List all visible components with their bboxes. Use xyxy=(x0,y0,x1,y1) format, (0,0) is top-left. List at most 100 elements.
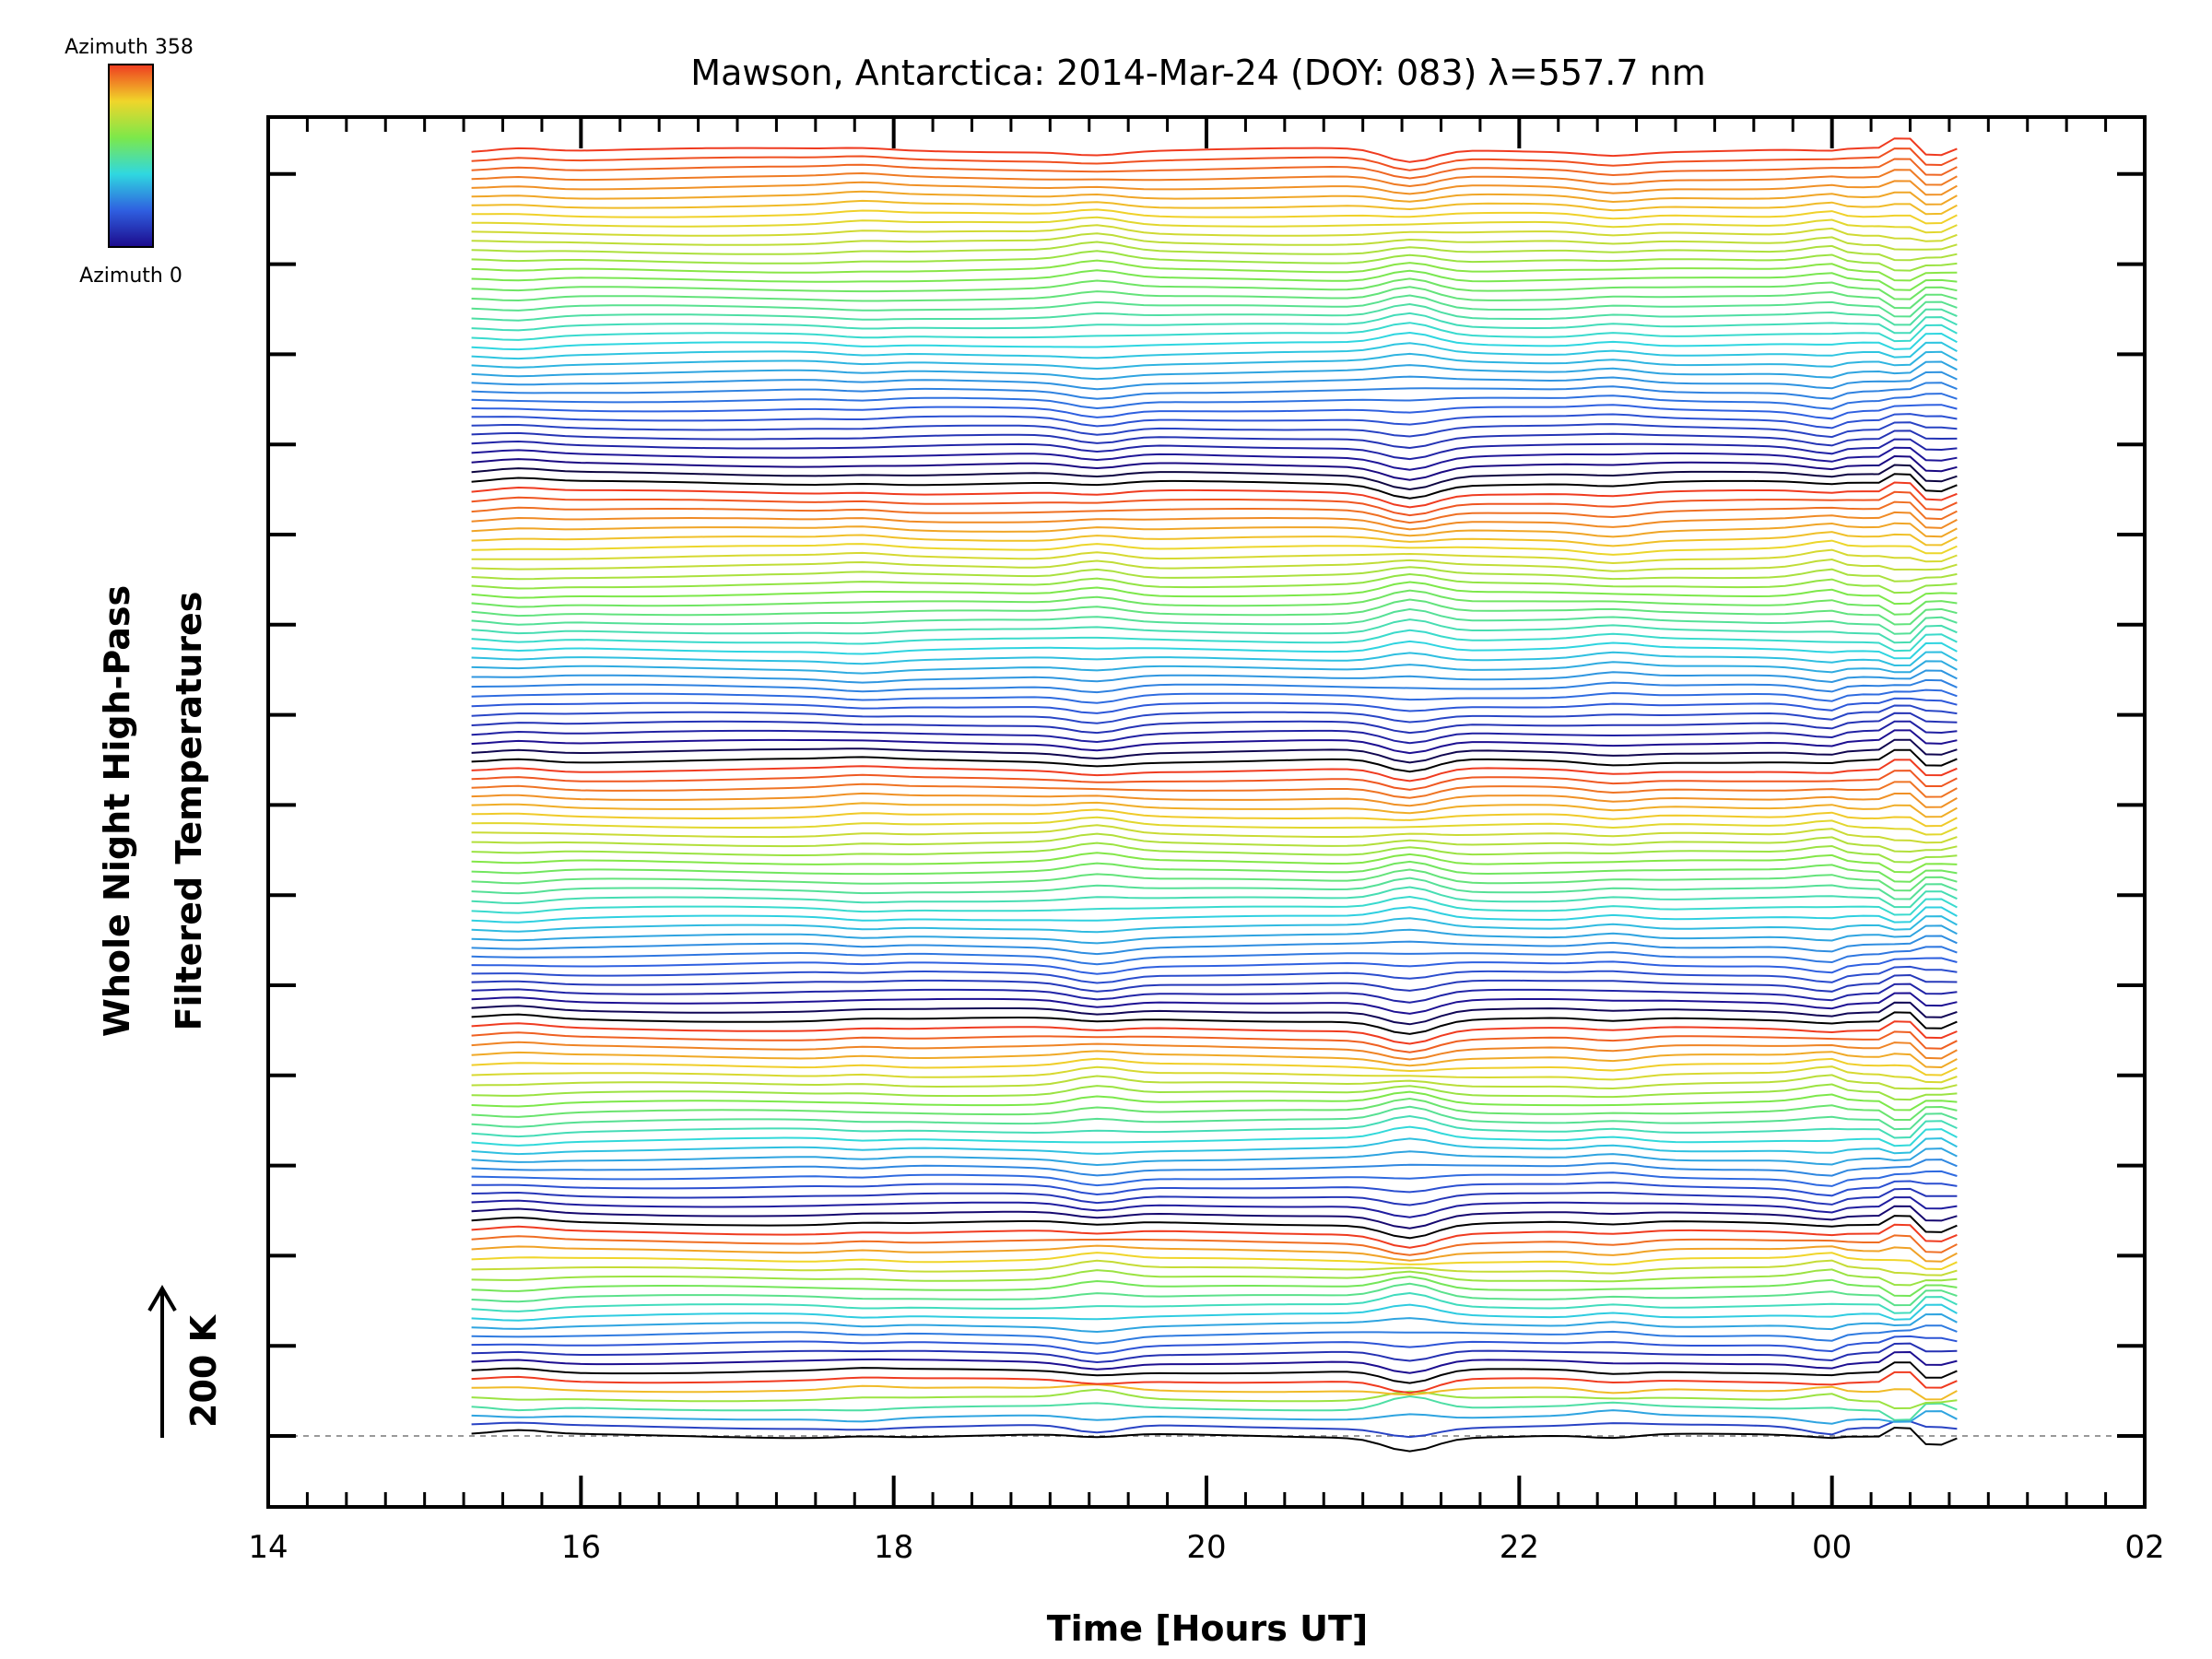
series-line xyxy=(471,464,1958,491)
series-line xyxy=(471,886,1958,909)
series-line xyxy=(471,915,1958,934)
x-tick-label: 16 xyxy=(561,1529,601,1566)
series-line xyxy=(471,704,1958,724)
series-line xyxy=(471,1335,1958,1355)
series-line xyxy=(471,137,1958,163)
series-line xyxy=(471,598,1958,626)
series-line xyxy=(471,1159,1958,1177)
scale-arrow-head xyxy=(147,1285,177,1312)
series-line xyxy=(471,946,1958,966)
series-line xyxy=(471,1125,1958,1147)
series-line xyxy=(471,1090,1958,1112)
series-line xyxy=(471,1383,1958,1401)
series-line xyxy=(471,429,1958,450)
series-line xyxy=(471,581,1958,606)
series-line xyxy=(471,413,1958,429)
series-line xyxy=(471,490,1958,517)
series-line xyxy=(471,1205,1958,1230)
series-line xyxy=(471,1097,1958,1121)
series-line xyxy=(471,232,1958,251)
series-line xyxy=(471,935,1958,956)
series-line xyxy=(471,382,1958,400)
scale-bar: 200 K xyxy=(147,1285,224,1438)
series-line xyxy=(471,322,1958,343)
series-line xyxy=(471,446,1958,471)
series-line xyxy=(471,1114,1958,1139)
x-tick-label: 20 xyxy=(1186,1529,1226,1566)
x-tick-label: 18 xyxy=(874,1529,913,1566)
series-line xyxy=(471,1291,1958,1314)
scale-bar-label: 200 K xyxy=(183,1313,224,1428)
series-line xyxy=(471,860,1958,883)
series-line xyxy=(471,868,1958,892)
series-line xyxy=(471,589,1958,616)
series-line xyxy=(471,660,1958,675)
series-line xyxy=(471,1041,1958,1061)
series-line xyxy=(471,1011,1958,1035)
series-line xyxy=(471,269,1958,291)
series-line xyxy=(471,1268,1958,1287)
series-line xyxy=(471,1001,1958,1026)
colorbar-top-label: Azimuth 358 xyxy=(65,36,194,59)
series-line xyxy=(471,500,1958,524)
series-line xyxy=(471,957,1958,975)
series-line xyxy=(471,1050,1958,1069)
series-line xyxy=(471,697,1958,714)
series-line xyxy=(471,816,1958,836)
x-tick-group: 14 16 18 20 22 00 02 xyxy=(248,117,2165,1566)
series-line xyxy=(471,1105,1958,1131)
series-line xyxy=(471,1030,1958,1053)
series-line xyxy=(471,1057,1958,1077)
series-line xyxy=(471,277,1958,300)
series-line xyxy=(471,712,1958,735)
series-line xyxy=(471,792,1958,808)
series-line xyxy=(471,259,1958,282)
series-line xyxy=(471,371,1958,391)
series-line xyxy=(471,1234,1958,1256)
series-line xyxy=(471,1361,1958,1384)
series-line xyxy=(471,241,1958,262)
series-line xyxy=(471,1350,1958,1374)
series-line xyxy=(471,360,1958,381)
y-axis-label-line1: Whole Night High-Pass xyxy=(97,585,137,1037)
series-line xyxy=(471,1252,1958,1271)
series-line xyxy=(471,1324,1958,1345)
series-line xyxy=(471,294,1958,318)
series-line xyxy=(471,640,1958,660)
series-line xyxy=(471,1426,1958,1453)
series-line xyxy=(471,531,1958,547)
series-line xyxy=(471,1223,1958,1249)
series-line xyxy=(471,1083,1958,1101)
series-line xyxy=(471,1342,1958,1364)
series-line xyxy=(471,1420,1958,1439)
series-line xyxy=(471,1409,1958,1425)
series-line xyxy=(471,566,1958,582)
series-line xyxy=(471,199,1958,216)
series-line xyxy=(471,393,1958,410)
series-line xyxy=(471,678,1958,694)
series-line xyxy=(471,669,1958,684)
series-line xyxy=(471,341,1958,360)
series-line xyxy=(471,522,1958,538)
series-line xyxy=(471,895,1958,916)
series-line xyxy=(471,992,1958,1015)
series-line xyxy=(471,312,1958,335)
series-line xyxy=(471,852,1958,874)
y-tick-group xyxy=(268,171,2145,1438)
series-line xyxy=(471,190,1958,206)
series-line xyxy=(471,738,1958,764)
chart-title: Mawson, Antarctica: 2014-Mar-24 (DOY: 08… xyxy=(690,53,1705,93)
series-line xyxy=(471,180,1958,196)
series-line xyxy=(471,906,1958,924)
series-line xyxy=(471,982,1958,1004)
series-line xyxy=(471,558,1958,572)
trace-group xyxy=(471,137,1958,1453)
series-line xyxy=(471,548,1958,565)
series-line xyxy=(471,1074,1958,1090)
series-line xyxy=(471,169,1958,188)
series-line xyxy=(471,1303,1958,1322)
series-line xyxy=(471,618,1958,644)
series-line xyxy=(471,1187,1958,1206)
x-axis-label: Time [Hours UT] xyxy=(1047,1608,1369,1649)
